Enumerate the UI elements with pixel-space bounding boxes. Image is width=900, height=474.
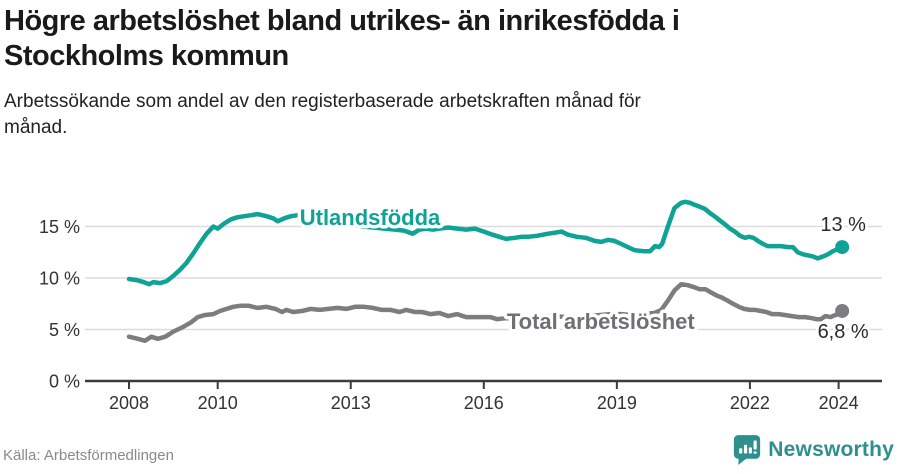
x-tick-label-2010: 2010 — [198, 393, 238, 413]
brand-name: Newsworthy — [768, 438, 894, 461]
x-tick-label-2024: 2024 — [819, 393, 859, 413]
series-end-dot-1 — [835, 303, 850, 318]
subtitle-line-1: Arbetssökande som andel av den registerb… — [4, 90, 641, 112]
chart-header: Högre arbetslöshet bland utrikes- än inr… — [4, 4, 894, 142]
series-end-label-0: 13 % — [820, 214, 866, 236]
series-end-label-1: 6,8 % — [818, 321, 869, 343]
y-tick-label-15: 15 % — [39, 217, 80, 237]
series-end-dot-0 — [835, 240, 850, 255]
page-title: Högre arbetslöshet bland utrikes- än inr… — [4, 4, 894, 75]
x-tick-label-2016: 2016 — [464, 393, 504, 413]
x-tick-label-2019: 2019 — [597, 393, 637, 413]
series-label-0: Utlandsfödda — [300, 205, 441, 230]
newsworthy-logo: Newsworthy — [733, 434, 894, 466]
subtitle-line-2: månad. — [4, 117, 68, 139]
chart-footer: Källa: Arbetsförmedlingen Newsworthy — [0, 434, 900, 468]
series-line-1 — [126, 281, 845, 344]
source-note: Källa: Arbetsförmedlingen — [3, 447, 174, 464]
title-line-2: Stockholms kommun — [4, 40, 289, 73]
y-tick-label-5: 5 % — [49, 320, 80, 340]
title-line-1: Högre arbetslöshet bland utrikes- än inr… — [4, 5, 680, 37]
chart-subtitle: Arbetssökande som andel av den registerb… — [4, 89, 894, 142]
newsworthy-bubble-chart-icon — [734, 435, 761, 465]
y-tick-label-10: 10 % — [39, 269, 80, 289]
y-tick-label-0: 0 % — [49, 372, 80, 392]
x-tick-label-2022: 2022 — [730, 393, 770, 413]
x-tick-label-2008: 2008 — [109, 393, 149, 413]
series-label-1: Total arbetslöshet — [507, 309, 696, 334]
x-tick-label-2013: 2013 — [331, 393, 371, 413]
series-line-0 — [126, 199, 845, 287]
